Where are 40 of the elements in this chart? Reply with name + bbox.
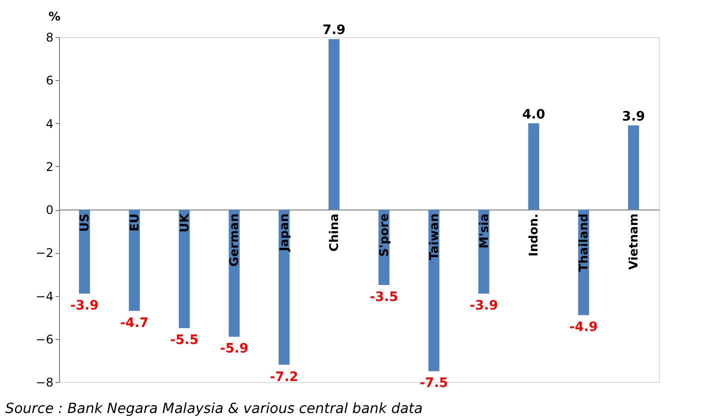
x-tick-label: China: [327, 214, 342, 252]
bar: [128, 210, 140, 311]
x-tick-label: UK: [177, 212, 192, 233]
y-tick-label: −8: [36, 376, 54, 390]
y-tick-label: 0: [46, 203, 54, 217]
data-label: -5.9: [220, 342, 248, 357]
data-label: -3.9: [470, 298, 498, 314]
y-tick-label: −4: [36, 289, 54, 304]
y-tick-label: −2: [36, 246, 54, 260]
data-label: -7.2: [270, 370, 298, 385]
x-tick-label: S'pore: [376, 214, 391, 257]
data-label: 3.9: [622, 109, 646, 124]
y-tick-label: 6: [46, 74, 54, 88]
source-note: Source : Bank Negara Malaysia & various central bank data: [5, 401, 423, 418]
y-tick-label: 4: [46, 116, 54, 131]
data-label: -4.7: [120, 316, 149, 331]
y-axis-title: %: [48, 10, 61, 24]
x-tick-label: Indon.: [526, 214, 541, 256]
bar: [328, 39, 340, 210]
x-tick-label: Thailand: [576, 214, 591, 272]
data-label: -4.9: [569, 320, 598, 336]
x-tick-label: German: [227, 214, 242, 267]
bar: [528, 123, 540, 210]
x-tick-label: Vietnam: [626, 214, 641, 270]
y-tick-label: 2: [46, 160, 54, 174]
y-tick-label: 8: [46, 30, 54, 44]
data-label: -3.9: [70, 298, 99, 314]
x-tick-label: Japan: [277, 214, 292, 252]
x-tick-label: M'sia: [476, 214, 491, 248]
y-tick-label: −6: [36, 332, 54, 346]
data-label: 7.9: [322, 23, 346, 38]
bar: [178, 210, 190, 328]
x-tick-label: Taiwan: [426, 214, 441, 260]
bar: [628, 125, 640, 210]
data-label: 4.0: [522, 107, 546, 122]
data-label: -7.5: [420, 376, 448, 392]
data-label: -5.5: [170, 333, 199, 348]
x-tick-label: US: [77, 214, 92, 232]
x-tick-label: EU: [127, 214, 142, 232]
data-label: -3.5: [370, 290, 398, 305]
